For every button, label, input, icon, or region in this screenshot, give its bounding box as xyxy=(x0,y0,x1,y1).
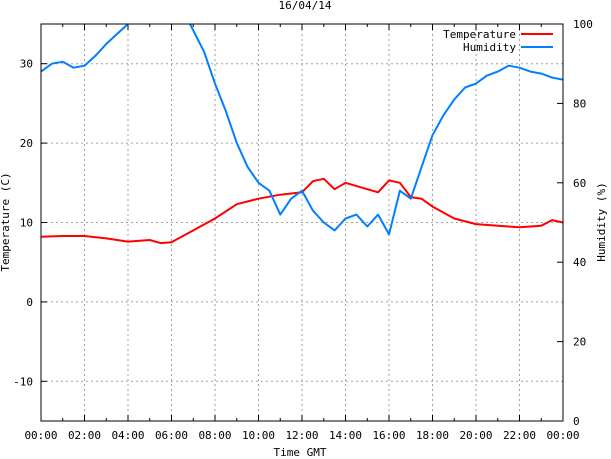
y-tick-label: 30 xyxy=(20,58,33,71)
chart-title: 16/04/14 xyxy=(279,0,332,12)
y2-tick-label: 60 xyxy=(573,177,586,190)
y2-tick-label: 0 xyxy=(573,415,580,428)
plot-frame xyxy=(40,23,564,422)
series-lines xyxy=(41,24,563,245)
x-tick-label: 12:00 xyxy=(285,429,318,442)
y2-tick-label: 80 xyxy=(573,97,586,110)
grid xyxy=(41,24,563,421)
x-tick-label: 04:00 xyxy=(111,429,144,442)
x-tick-label: 10:00 xyxy=(242,429,275,442)
y2-tick-label: 20 xyxy=(573,336,586,349)
x-tick-label: 06:00 xyxy=(155,429,188,442)
x-tick-label: 00:00 xyxy=(546,429,579,442)
y2-tick-label: 40 xyxy=(573,256,586,269)
series-line-humidity xyxy=(41,24,563,236)
x-tick-label: 02:00 xyxy=(68,429,101,442)
x-axis-label: Time GMT xyxy=(274,446,327,459)
x-tick-label: 08:00 xyxy=(198,429,231,442)
series-line-temperature xyxy=(41,177,563,245)
legend: Temperature Humidity xyxy=(443,28,553,54)
y2-axis-label: Humidity (%) xyxy=(595,182,608,261)
legend-label-temperature: Temperature xyxy=(443,28,516,41)
y2-tick-label: 100 xyxy=(573,18,593,31)
x-tick-label: 14:00 xyxy=(329,429,362,442)
x-tick-label: 22:00 xyxy=(503,429,536,442)
y-axis-label: Temperature (C) xyxy=(0,172,12,271)
y-tick-label: 20 xyxy=(20,137,33,150)
legend-label-humidity: Humidity xyxy=(463,41,516,54)
y-tick-label: 10 xyxy=(20,217,33,230)
x-tick-label: 16:00 xyxy=(372,429,405,442)
x-tick-label: 18:00 xyxy=(416,429,449,442)
x-tick-label: 20:00 xyxy=(459,429,492,442)
y-tick-label: -10 xyxy=(13,375,33,388)
x-tick-label: 00:00 xyxy=(24,429,57,442)
ticks: 00:00 02:00 04:00 06:00 08:00 10:00 12:00 14:00… xyxy=(13,18,593,442)
y-tick-label: 0 xyxy=(26,296,33,309)
